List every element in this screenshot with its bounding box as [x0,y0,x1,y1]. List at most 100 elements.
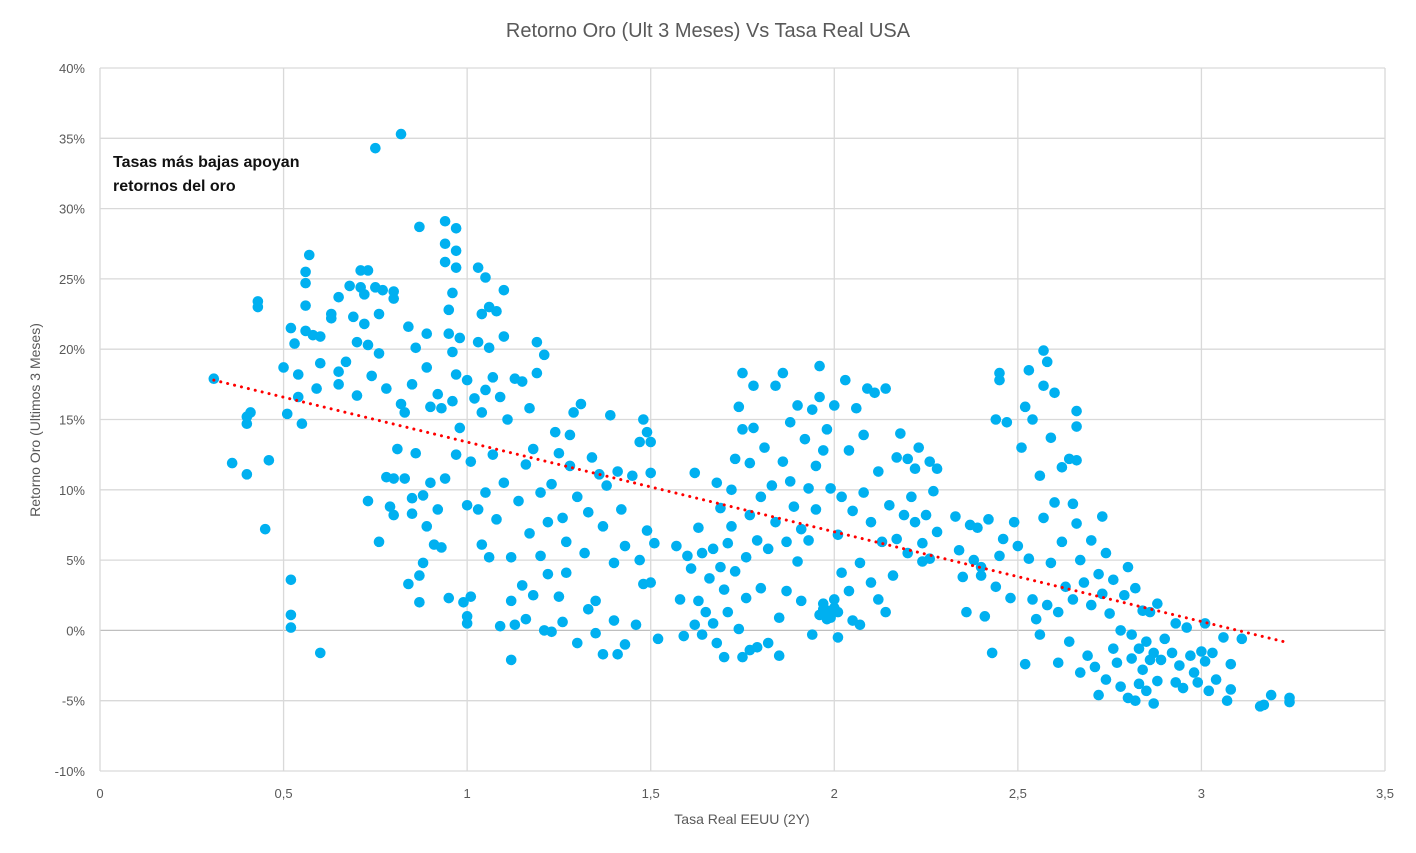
data-point [355,265,366,276]
data-point [1093,689,1104,701]
data-point [590,627,601,639]
data-point [1023,553,1035,564]
data-point [505,595,517,607]
data-points [208,128,1295,712]
data-point [1199,656,1211,667]
data-point [1067,594,1079,605]
data-point [425,401,436,413]
data-point [531,367,543,379]
data-point [241,469,253,480]
data-point [414,570,425,581]
data-point [972,522,983,534]
data-point [326,312,337,324]
data-point [469,393,480,404]
data-point [348,311,359,323]
data-point [1225,658,1237,670]
data-point [399,407,411,418]
data-point [571,637,583,649]
data-point [300,300,311,311]
data-point [399,473,411,484]
data-point [707,618,719,629]
data-point [1265,689,1277,701]
data-point [1133,643,1145,654]
data-point [924,456,936,467]
data-point [542,516,554,528]
y-tick-label: 10% [59,483,85,498]
data-point [766,480,778,491]
data-point [792,556,803,567]
data-point [880,383,891,394]
data-point [795,523,807,535]
data-point [1093,568,1104,580]
x-tick-label: 1,5 [642,786,660,801]
data-point [491,514,502,525]
data-point [509,619,521,631]
data-point [289,338,300,349]
data-point [898,509,910,521]
data-point [693,522,704,534]
data-point [516,376,528,387]
data-point [546,626,557,638]
data-point [1052,657,1064,669]
data-point [373,348,385,359]
data-point [961,606,972,618]
data-point [1082,650,1093,662]
data-point [450,262,462,273]
data-point [726,521,737,532]
data-point [729,453,741,465]
data-point [997,533,1009,545]
data-point [891,452,902,463]
data-point [579,547,590,559]
data-point [278,362,289,373]
data-point [920,509,932,521]
data-point [803,535,814,546]
y-tick-label: -10% [55,764,86,779]
data-point [740,592,752,604]
data-point [975,561,987,573]
data-point [612,466,623,477]
data-point [689,467,701,479]
data-point [634,436,645,448]
data-point [439,473,451,484]
data-point [241,418,253,430]
data-point [733,623,745,635]
x-tick-label: 3,5 [1376,786,1394,801]
data-point [1071,405,1082,417]
data-point [652,633,664,645]
data-point [1210,674,1222,685]
data-point [1071,421,1082,432]
data-point [619,639,631,650]
data-point [953,544,965,556]
data-point [546,478,557,490]
data-point [873,466,884,477]
data-point [1221,695,1233,706]
data-point [487,372,499,383]
data-point [733,401,745,413]
data-point [461,499,473,511]
data-point [1023,364,1035,376]
data-point [674,594,686,605]
data-point [439,215,451,227]
data-point [1236,633,1248,645]
data-point [689,619,701,631]
data-point [1126,653,1137,664]
data-point [759,442,770,453]
data-point [292,369,304,380]
data-point [252,301,264,313]
data-point [1104,608,1115,619]
data-point [803,483,814,494]
data-point [711,477,723,489]
data-point [458,596,469,608]
data-point [762,637,774,649]
data-point [1111,657,1123,669]
data-point [564,429,576,441]
data-point [414,221,425,233]
data-point [737,367,748,379]
data-point [1038,345,1049,356]
data-point [1258,699,1270,711]
data-point [333,379,344,390]
data-point [806,629,818,640]
data-point [917,537,928,549]
data-point [432,388,444,400]
